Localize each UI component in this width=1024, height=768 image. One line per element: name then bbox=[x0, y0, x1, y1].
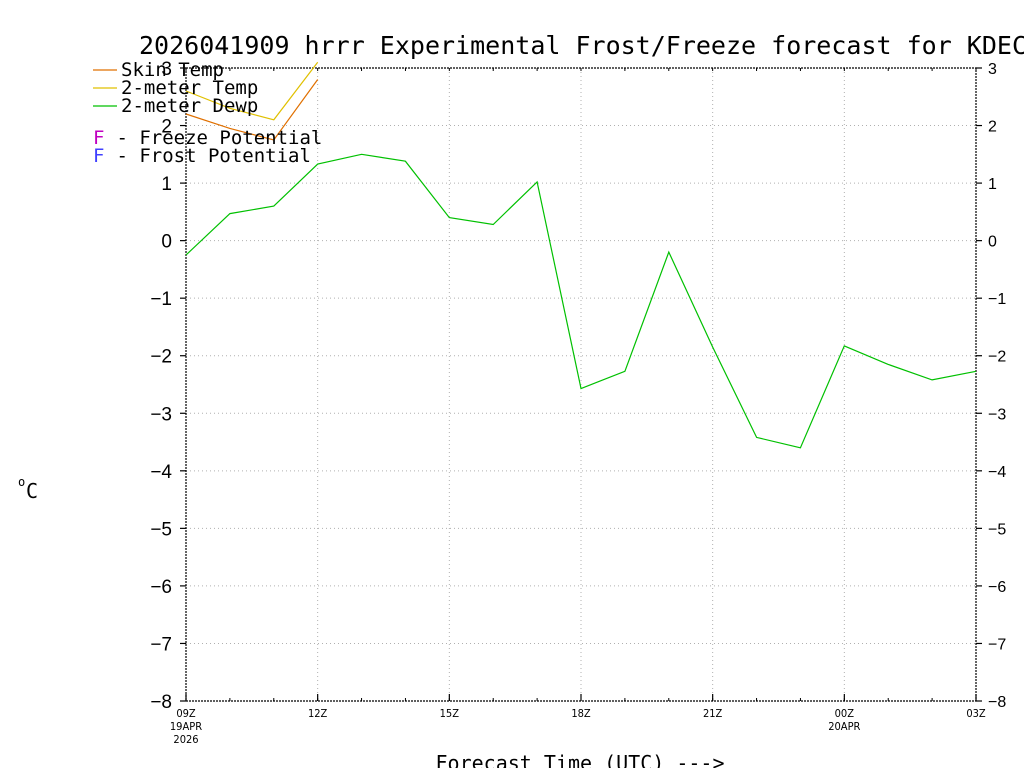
legend-label: Skin Temp bbox=[121, 59, 224, 81]
y-tick-label-right: −7 bbox=[988, 636, 1006, 653]
x-tick-label: 21Z bbox=[703, 707, 723, 720]
y-tick-label-left: −5 bbox=[150, 519, 172, 540]
chart-title: 2026041909 hrrr Experimental Frost/Freez… bbox=[139, 31, 1024, 60]
annotation-text: - Frost Potential bbox=[105, 145, 311, 167]
y-tick-label-right: −8 bbox=[988, 694, 1006, 711]
y-tick-label-right: −1 bbox=[988, 291, 1006, 308]
y-tick-label-right: 1 bbox=[988, 176, 997, 193]
y-tick-label-right: 3 bbox=[988, 61, 997, 78]
y-tick-label-right: −6 bbox=[988, 579, 1006, 596]
x-tick-sublabel-date: 19APR bbox=[170, 720, 202, 733]
x-tick-label: 03Z bbox=[966, 707, 986, 720]
legend-label: 2-meter Dewp bbox=[121, 95, 258, 117]
x-tick-label: 12Z bbox=[308, 707, 328, 720]
y-axis-unit: C bbox=[26, 479, 38, 503]
y-tick-label-right: 2 bbox=[988, 119, 997, 136]
x-tick-sublabel-year: 2026 bbox=[173, 733, 198, 746]
y-tick-label-left: 3 bbox=[161, 59, 172, 80]
y-tick-label-left: −3 bbox=[150, 404, 172, 425]
annotation-letter: F bbox=[93, 145, 104, 167]
y-axis-degree: o bbox=[18, 475, 25, 489]
x-tick-label: 00Z bbox=[835, 707, 855, 720]
series-line-skin-temp bbox=[185, 79, 319, 141]
y-axis: 3 3 2 2 1 1 0 0 −1 −1 −2 −2 −3 −3 −4 −4 −5 −5 −6 −6 −7 −7 −8 −8 bbox=[150, 59, 1006, 713]
annotation-text: - Freeze Potential bbox=[105, 127, 322, 149]
y-tick-label-right: −4 bbox=[988, 464, 1006, 481]
series-line-2-meter-temp bbox=[185, 61, 319, 121]
y-tick-label-left: −4 bbox=[150, 462, 172, 483]
series-group bbox=[185, 61, 977, 449]
grid bbox=[186, 68, 976, 701]
y-axis-label: o C bbox=[18, 475, 38, 503]
x-axis-label: Forecast Time (UTC) ---> bbox=[436, 751, 725, 768]
x-tick-sublabel-date: 20APR bbox=[828, 720, 860, 733]
y-tick-label-left: −7 bbox=[150, 634, 172, 655]
y-tick-label-left: −6 bbox=[150, 577, 172, 598]
y-tick-label-left: 0 bbox=[161, 232, 172, 253]
series-line-2-meter-dewp bbox=[185, 153, 977, 449]
y-tick-label-left: 2 bbox=[161, 117, 172, 138]
y-tick-label-right: −3 bbox=[988, 406, 1006, 423]
y-tick-label-right: −5 bbox=[988, 521, 1006, 538]
x-tick-label: 15Z bbox=[440, 707, 460, 720]
x-tick-label: 18Z bbox=[571, 707, 591, 720]
annotation-letter: F bbox=[93, 127, 104, 149]
y-tick-label-right: −2 bbox=[988, 349, 1006, 366]
y-tick-label-left: −8 bbox=[150, 692, 172, 713]
y-tick-label-left: −2 bbox=[150, 347, 172, 368]
x-tick-label: 09Z bbox=[176, 707, 196, 720]
legend-label: 2-meter Temp bbox=[121, 77, 258, 99]
y-tick-label-left: 1 bbox=[161, 174, 172, 195]
y-tick-label-left: −1 bbox=[150, 289, 172, 310]
y-tick-label-right: 0 bbox=[988, 234, 997, 251]
